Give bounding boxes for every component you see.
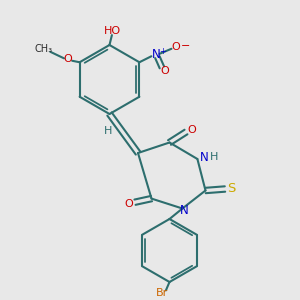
Text: −: −: [181, 41, 190, 51]
Text: HO: HO: [104, 26, 121, 37]
Text: S: S: [227, 182, 235, 196]
Text: H: H: [104, 125, 112, 136]
Text: +: +: [159, 47, 166, 56]
Text: O: O: [160, 66, 169, 76]
Text: O: O: [63, 54, 72, 64]
Text: N: N: [152, 48, 160, 61]
Text: CH₃: CH₃: [34, 44, 53, 54]
Text: O: O: [187, 125, 196, 135]
Text: O: O: [124, 199, 134, 209]
Text: Br: Br: [156, 288, 168, 298]
Text: N: N: [179, 203, 188, 217]
Text: N: N: [200, 151, 208, 164]
Text: H: H: [210, 152, 218, 162]
Text: O: O: [171, 42, 180, 52]
